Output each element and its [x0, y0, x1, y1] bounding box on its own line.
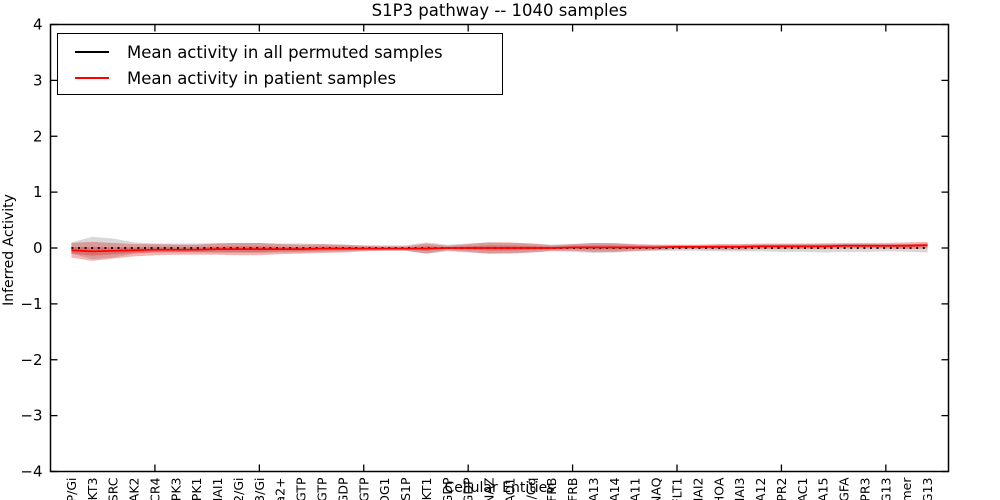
- entity-label: S1P/S1P3/Gi: [252, 478, 267, 500]
- entity-label: mol:GDP: [335, 477, 350, 500]
- entity-label: S1PR3: [857, 478, 872, 500]
- entity-label: GNAI2: [690, 478, 705, 500]
- y-tick-label: −4: [20, 463, 42, 481]
- entity-label: Rac1/GTP: [294, 477, 309, 500]
- entity-label: AKT3: [85, 478, 100, 500]
- y-tick-label: 3: [33, 71, 43, 89]
- entity-label: GNAZ: [482, 477, 497, 500]
- patient-line-swatch: [75, 77, 109, 79]
- entity-label: PDGFB-D/PDGFRB: [544, 478, 559, 500]
- entity-label: S1PR2: [774, 478, 789, 500]
- entity-label: EDG1: [377, 478, 392, 500]
- entity-label: RhoA/GDP: [440, 477, 455, 500]
- y-tick-label: −1: [20, 295, 42, 313]
- entity-label: S1P1/S1P/Gi: [64, 478, 79, 500]
- entity-label: VEGFR1 homodimer/VEGFA homodimer: [899, 477, 914, 500]
- entity-label: S1P/S1P3/Gq: [523, 478, 538, 500]
- entity-label: GNA15: [816, 478, 831, 500]
- chart-title: S1P3 pathway -- 1040 samples: [371, 1, 628, 20]
- entity-label: RHOA: [711, 477, 726, 500]
- y-tick-label: −3: [20, 407, 42, 425]
- entity-label: GNA13: [586, 478, 601, 500]
- entity-label: S1P/S1P3/G12/G13: [920, 477, 935, 500]
- entity-label: MAPK3: [168, 478, 183, 500]
- legend-entry-permuted: Mean activity in all permuted samples: [58, 39, 502, 65]
- entity-label: JAK2: [127, 478, 142, 500]
- entity-label: GNAQ: [649, 477, 664, 500]
- entity-label: GNA12: [753, 478, 768, 500]
- entity-label: RhoA/GTP: [314, 477, 329, 500]
- entity-label: G12/G13: [878, 478, 893, 500]
- legend: Mean activity in all permuted samples Me…: [57, 33, 503, 95]
- y-tick-label: −2: [20, 351, 42, 369]
- tick-marks: [50, 23, 949, 473]
- entity-label: mol:GTP: [356, 477, 371, 500]
- patient-mean-line: [71, 244, 928, 253]
- entity-label: SRC: [106, 477, 121, 500]
- permuted-line-swatch: [75, 51, 109, 53]
- y-tick-label: 0: [33, 239, 43, 257]
- y-axis-label: Inferred Activity: [1, 194, 17, 306]
- y-tick-label: 2: [33, 127, 43, 145]
- y-tick-label: 1: [33, 183, 43, 201]
- legend-label-permuted: Mean activity in all permuted samples: [127, 42, 443, 62]
- entity-label: GNA11: [628, 478, 643, 500]
- entity-label: FLT1: [670, 478, 685, 500]
- entity-label: GNAI3: [732, 478, 747, 500]
- entity-label: GNAI1: [210, 478, 225, 500]
- entity-label: GNAO1: [502, 478, 517, 500]
- entity-label: GNA14: [607, 477, 622, 500]
- entity-label: RAC1: [795, 478, 810, 500]
- entity-label: mol:Ca2+: [273, 478, 288, 500]
- entity-label: VEGFA: [837, 477, 852, 500]
- y-tick-label: 4: [33, 16, 43, 34]
- legend-label-patient: Mean activity in patient samples: [127, 68, 397, 88]
- entity-label: MAPK1: [189, 478, 204, 500]
- legend-entry-patient: Mean activity in patient samples: [58, 65, 502, 91]
- entity-label: CXCR4: [147, 477, 162, 500]
- x-axis-label: Cellular Entities: [444, 480, 555, 496]
- entity-label: S1P/S1P2/Gi: [231, 478, 246, 500]
- entity-label: Rac1/GDP: [461, 477, 476, 500]
- entity-label: PDGFRB: [565, 478, 580, 500]
- entity-label: mol:S1P: [398, 477, 413, 500]
- entity-label: AKT1: [419, 478, 434, 500]
